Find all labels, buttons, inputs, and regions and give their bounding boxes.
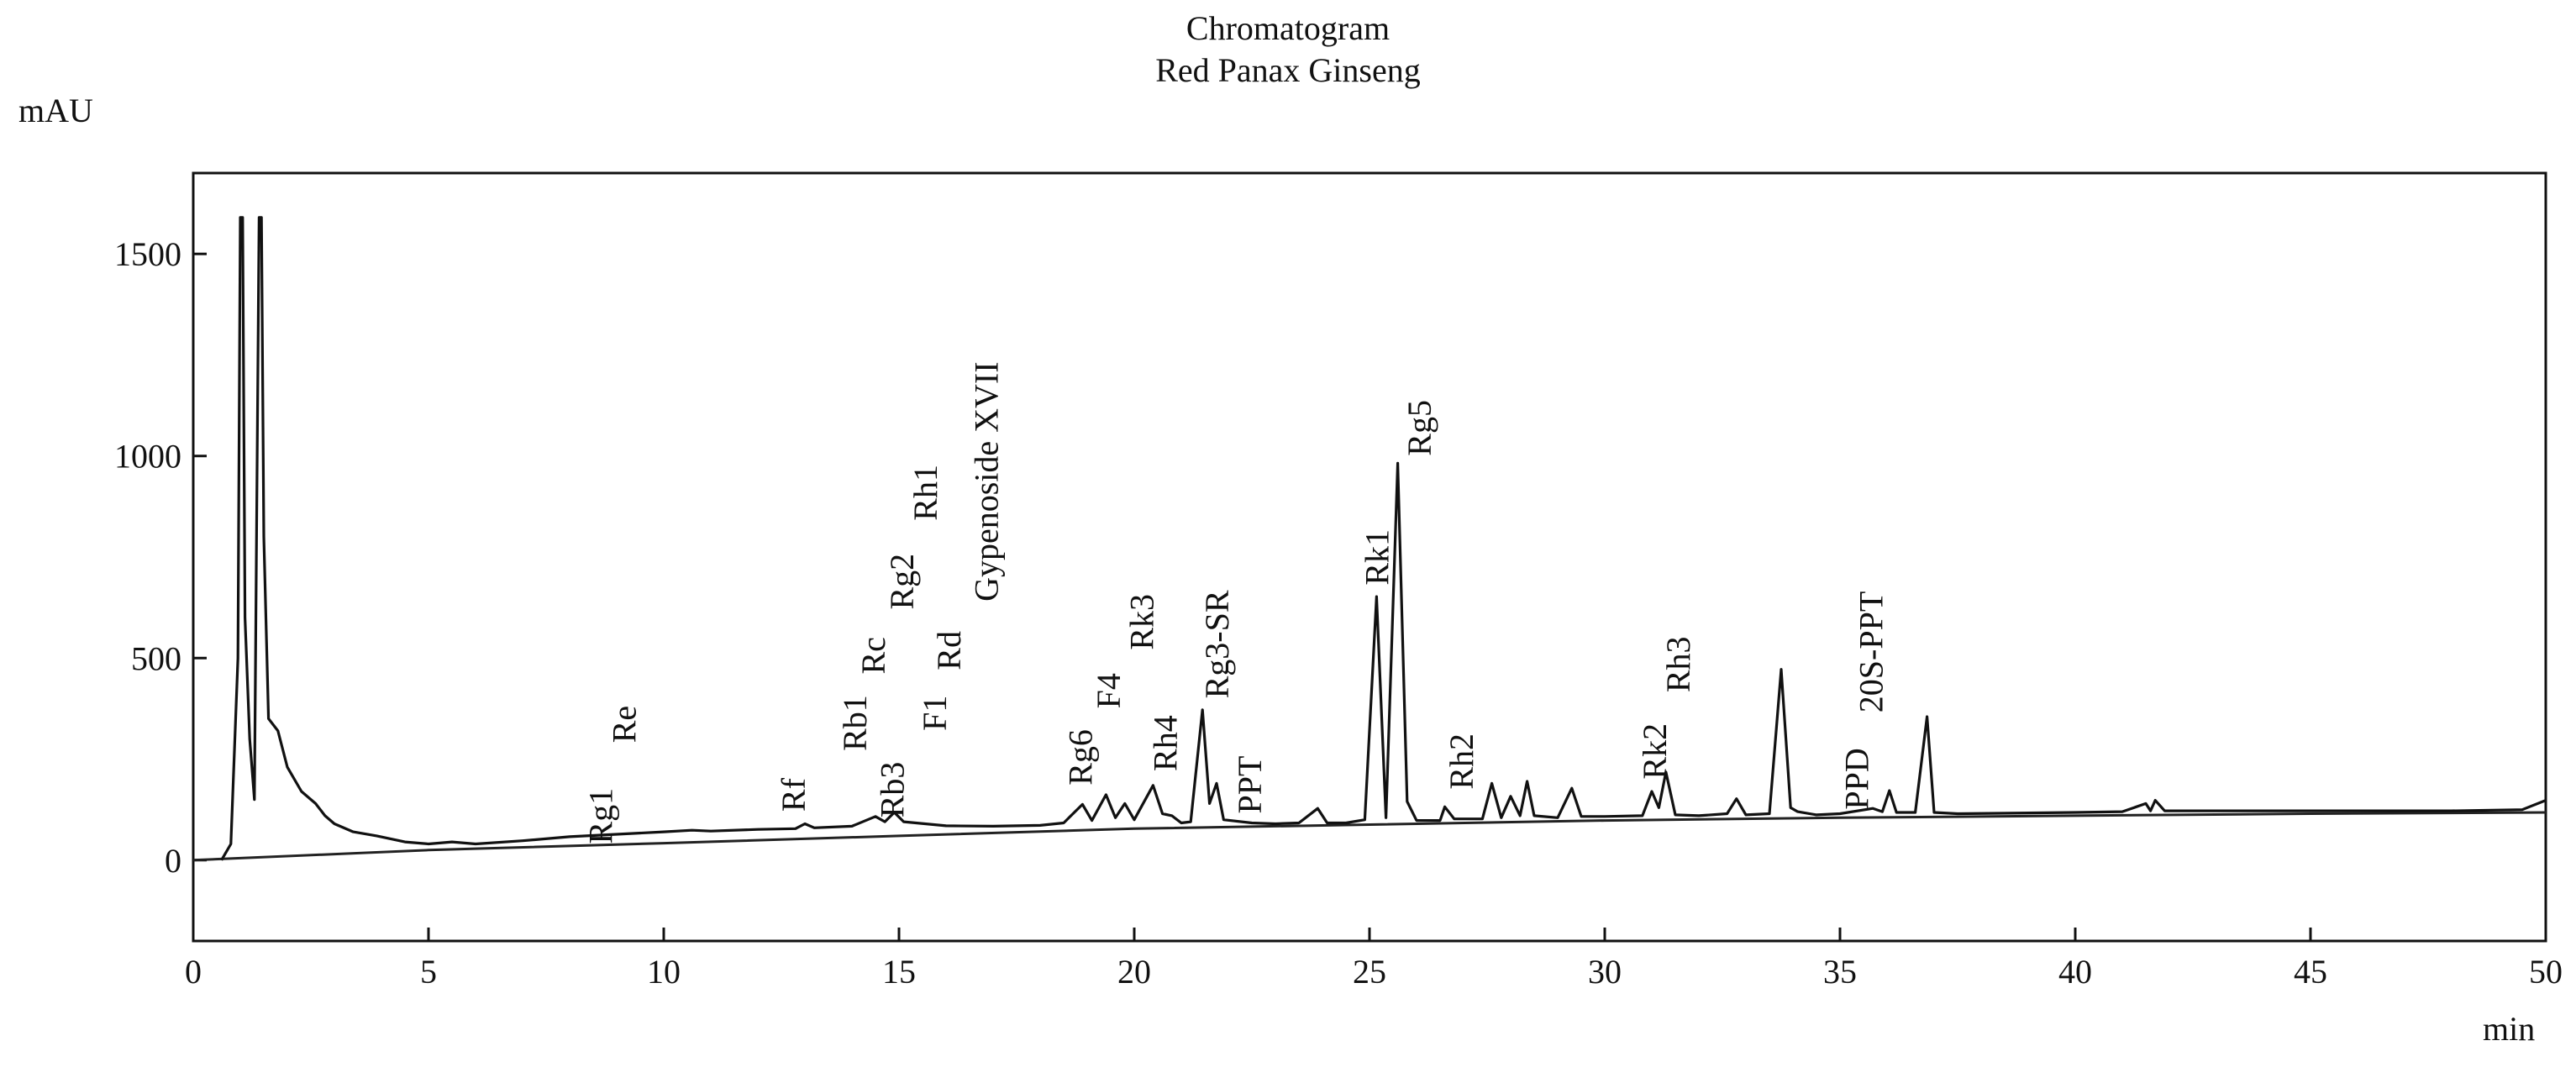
x-tick-label: 10 [647,953,681,991]
x-tick-label: 15 [882,953,916,991]
chart-subtitle: Red Panax Ginseng [1155,51,1421,89]
peak-label: F1 [916,696,954,731]
x-tick-label: 45 [2294,953,2327,991]
peak-label: Rh2 [1443,733,1480,790]
peak-label: Re [605,706,643,743]
peak-label: Rb1 [836,695,874,751]
x-axis-unit: min [2483,1010,2535,1048]
peak-label: 20S-PPT [1852,591,1890,713]
x-tick-label: 25 [1353,953,1386,991]
peak-label: Rg5 [1401,400,1438,456]
x-tick-label: 35 [1823,953,1857,991]
chromatogram-trace [220,216,2547,861]
peak-label: Rg2 [883,554,921,610]
peak-label: Rg1 [581,788,619,844]
peak-label: Rf [775,777,812,812]
peak-label: F4 [1090,673,1128,708]
peak-label: Rg3-SR [1198,590,1236,698]
peak-label: Rh3 [1659,636,1697,692]
x-tick-label: 50 [2529,953,2563,991]
x-tick-label: 0 [185,953,202,991]
baseline-line [192,811,2547,862]
x-tick-label: 5 [420,953,437,991]
peak-label: Rg6 [1062,729,1100,786]
peak-label: Rh4 [1146,715,1184,771]
y-axis-unit: mAU [18,92,93,129]
y-tick-label: 1000 [114,438,181,476]
peak-label: Rb3 [874,762,912,818]
peak-label: Rh1 [907,465,944,521]
peak-label: Rd [930,631,968,670]
x-tick-label: 40 [2058,953,2092,991]
peak-label: Rk3 [1122,594,1160,650]
peak-label: PPD [1838,748,1876,809]
y-tick-label: 1500 [114,235,181,273]
peak-label: Rc [854,637,892,674]
y-tick-label: 0 [165,842,181,880]
peak-label: Rk2 [1636,723,1674,780]
peak-label: Rk1 [1358,529,1396,586]
y-tick-label: 500 [131,639,181,677]
chart-title: Chromatogram [1185,9,1391,47]
peak-label: Gypenoside XVII [968,361,1006,602]
peak-label: PPT [1231,756,1269,814]
x-tick-label: 20 [1117,953,1151,991]
x-tick-label: 30 [1588,953,1622,991]
